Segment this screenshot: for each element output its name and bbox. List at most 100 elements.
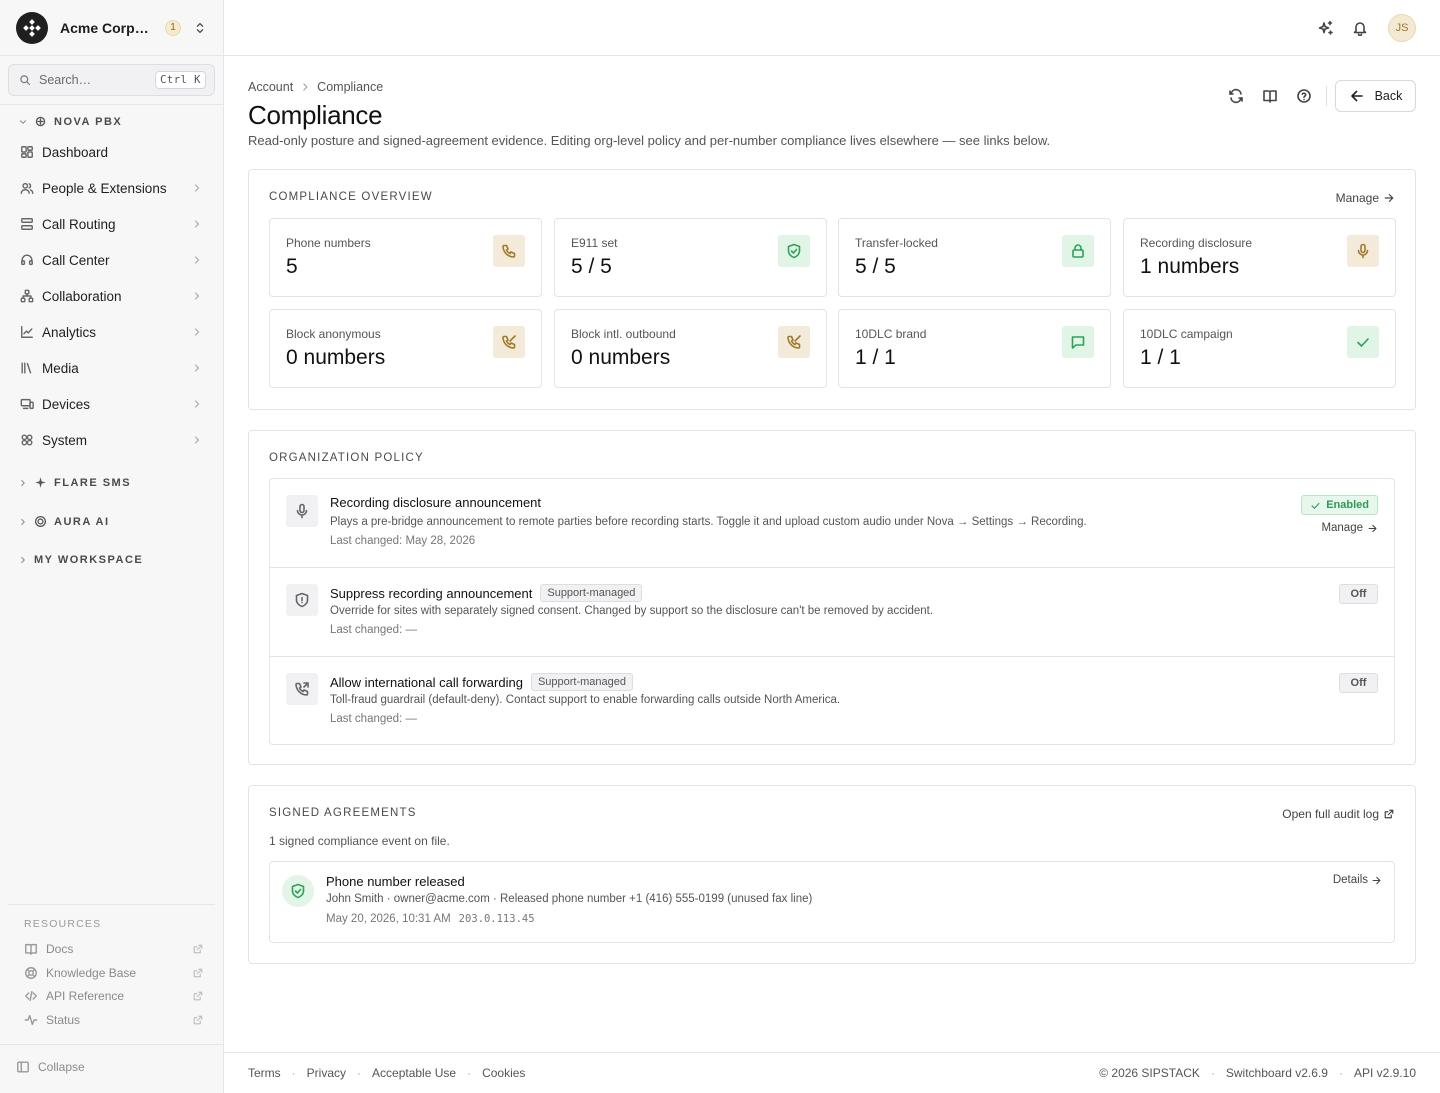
dashboard-icon [21,146,33,158]
help-button[interactable] [1290,82,1318,110]
breadcrumb-account[interactable]: Account [248,80,294,94]
overview-manage-link[interactable]: Manage [1336,191,1395,205]
app-version: Switchboard v2.6.9 [1225,1066,1328,1080]
breadcrumb: Account Compliance [248,80,383,94]
signed-agreements-card: SIGNED AGREEMENTS Open full audit log 1 … [248,785,1416,964]
arrow-right-icon [1372,876,1381,884]
footer-separator: · [357,1066,362,1080]
arrow-right-icon [1368,524,1377,532]
page-title: Compliance [248,100,383,130]
chevron-right-icon [194,184,200,192]
external-link-icon [193,991,203,1001]
event-time: May 20, 2026, 10:31 AM [326,913,451,925]
system-icon [21,434,33,446]
stat-value: 5 / 5 [855,255,896,278]
lock-icon [1062,235,1094,267]
sidebar-item-analytics[interactable]: Analytics [8,316,215,348]
sidebar-item-people[interactable]: People & Extensions [8,172,215,204]
search-input[interactable]: Search… Ctrl K [8,64,215,96]
collapse-label: Collapse [38,1060,85,1074]
status-label: Enabled [1326,499,1369,511]
network-icon [20,289,34,303]
docs-button[interactable] [1256,82,1284,110]
mic-icon [286,495,318,527]
organization-policy-card: ORGANIZATION POLICY Recording disclosure… [248,430,1416,765]
link-label: Details [1332,874,1368,886]
link-label: Open full audit log [1282,807,1379,821]
org-switcher[interactable]: Acme Corporation 1 [0,0,223,56]
link-label: Manage [1335,191,1379,205]
sidebar-item-label: Dashboard [42,144,109,160]
stat-label: Transfer-locked [855,236,938,250]
footer-link-cookies[interactable]: Cookies [482,1066,526,1080]
back-button[interactable]: Back [1335,80,1416,112]
section-nova-pbx[interactable]: NOVA PBX [18,115,122,128]
ai-sparkles-button[interactable] [1312,14,1340,42]
shield-check-icon [282,875,314,907]
section-aura-ai[interactable]: AURA AI [18,515,110,528]
resource-docs[interactable]: Docs [24,939,204,959]
book-open-icon [1263,90,1277,103]
phone-forwarded-icon [286,673,318,705]
audit-log-link[interactable]: Open full audit log [1282,807,1395,821]
sidebar-item-media[interactable]: Media [8,352,215,384]
back-label: Back [1374,89,1403,103]
resource-status[interactable]: Status [24,1010,204,1030]
copyright: © 2026 SIPSTACK [1099,1066,1200,1080]
resource-knowledge-base[interactable]: Knowledge Base [24,963,204,983]
phone-off-icon [778,326,810,358]
sidebar-item-call-center[interactable]: Call Center [8,244,215,276]
sidebar-item-devices[interactable]: Devices [8,388,215,420]
policy-title-text: Suppress recording announcement [330,585,533,601]
policy-manage-link[interactable]: Manage [1321,522,1378,534]
section-flare-sms[interactable]: FLARE SMS [18,476,131,489]
target-icon [34,515,47,528]
sidebar-item-dashboard[interactable]: Dashboard [8,136,215,168]
chevron-right-icon [21,479,25,486]
sidebar-item-collaboration[interactable]: Collaboration [8,280,215,312]
notifications-button[interactable] [1346,14,1374,42]
footer-separator: · [467,1066,472,1080]
chevron-right-icon [194,436,200,444]
chart-icon [21,326,33,338]
collapse-divider [0,1044,223,1045]
external-link-icon [193,944,203,954]
header-divider [1326,86,1327,106]
users-icon [20,182,34,194]
policy-title: Suppress recording announcement Support-… [330,584,643,602]
policy-description: Toll-fraud guardrail (default-deny). Con… [330,694,841,706]
policy-last-changed: Last changed: — [330,624,417,636]
external-link-icon [193,968,203,978]
resources-divider [8,904,215,905]
avatar[interactable]: JS [1388,14,1416,42]
devices-icon [20,398,34,410]
policy-row-recording-disclosure: Recording disclosure announcement Plays … [270,479,1394,568]
event-details-link[interactable]: Details [1333,874,1382,886]
chevrons-up-down-icon[interactable] [193,21,207,35]
stat-value: 0 numbers [286,346,386,369]
lifebuoy-icon [25,967,37,979]
stat-e911: E911 set 5 / 5 [554,218,827,297]
footer-link-terms[interactable]: Terms [248,1066,281,1080]
footer-link-privacy[interactable]: Privacy [306,1066,347,1080]
policy-description: Plays a pre-bridge announcement to remot… [330,516,1087,528]
footer-link-acceptable-use[interactable]: Acceptable Use [372,1066,457,1080]
sidebar-item-system[interactable]: System [8,424,215,456]
arrow-right-icon [1384,194,1394,202]
chevron-right-icon [194,328,200,336]
stat-10dlc-campaign: 10DLC campaign 1 / 1 [1123,309,1396,388]
sidebar-item-label: System [42,432,88,448]
sidebar-item-call-routing[interactable]: Call Routing [8,208,215,240]
section-my-workspace[interactable]: MY WORKSPACE [18,554,143,566]
footer: Terms · Privacy · Acceptable Use · Cooki… [224,1052,1440,1093]
support-managed-badge: Support-managed [540,584,643,602]
agreements-summary: 1 signed compliance event on file. [269,834,450,848]
chevron-right-icon [21,518,25,525]
refresh-button[interactable] [1222,82,1250,110]
resource-api-reference[interactable]: API Reference [24,986,204,1006]
collapse-sidebar-button[interactable]: Collapse [16,1060,85,1074]
footer-separator: · [1210,1066,1215,1080]
sidebar-item-label: Analytics [42,324,97,340]
status-badge-off: Off [1339,673,1378,693]
book-icon [25,943,37,955]
